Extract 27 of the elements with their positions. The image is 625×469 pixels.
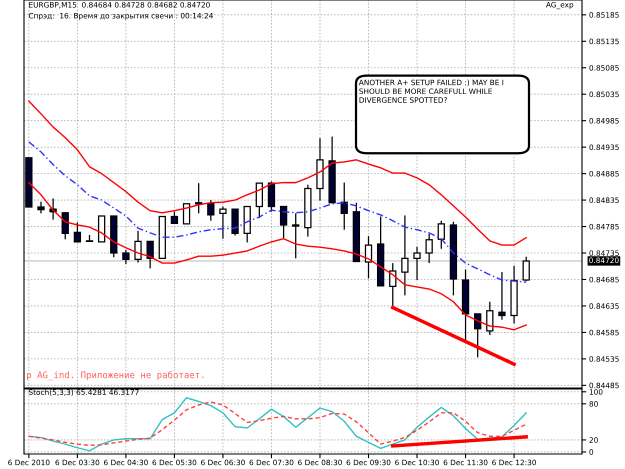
line-series [28,182,527,330]
candlestick [426,233,433,264]
candlestick [256,182,263,219]
candlestick [389,262,396,308]
candlestick [292,212,300,259]
candlestick [195,182,202,214]
candlestick [486,301,494,336]
candlestick [268,180,276,212]
candlestick [74,222,82,243]
candlestick [438,220,445,250]
candlestick [122,249,130,265]
candlestick [62,212,69,240]
candlestick [340,182,348,230]
candlestick [170,211,178,224]
candlestick [498,271,506,320]
candlestick [219,206,227,240]
candlestick [207,199,214,222]
candlestick [146,240,154,269]
candlestick [413,246,421,281]
candlestick [182,203,190,225]
annotation: р AG_ind. Приложение не работает. [27,371,204,380]
candlestick [37,201,45,214]
line-series [28,141,527,283]
candlestick [522,256,530,282]
candlestick [474,313,482,358]
candlestick [401,214,409,296]
candlestick [280,206,288,239]
